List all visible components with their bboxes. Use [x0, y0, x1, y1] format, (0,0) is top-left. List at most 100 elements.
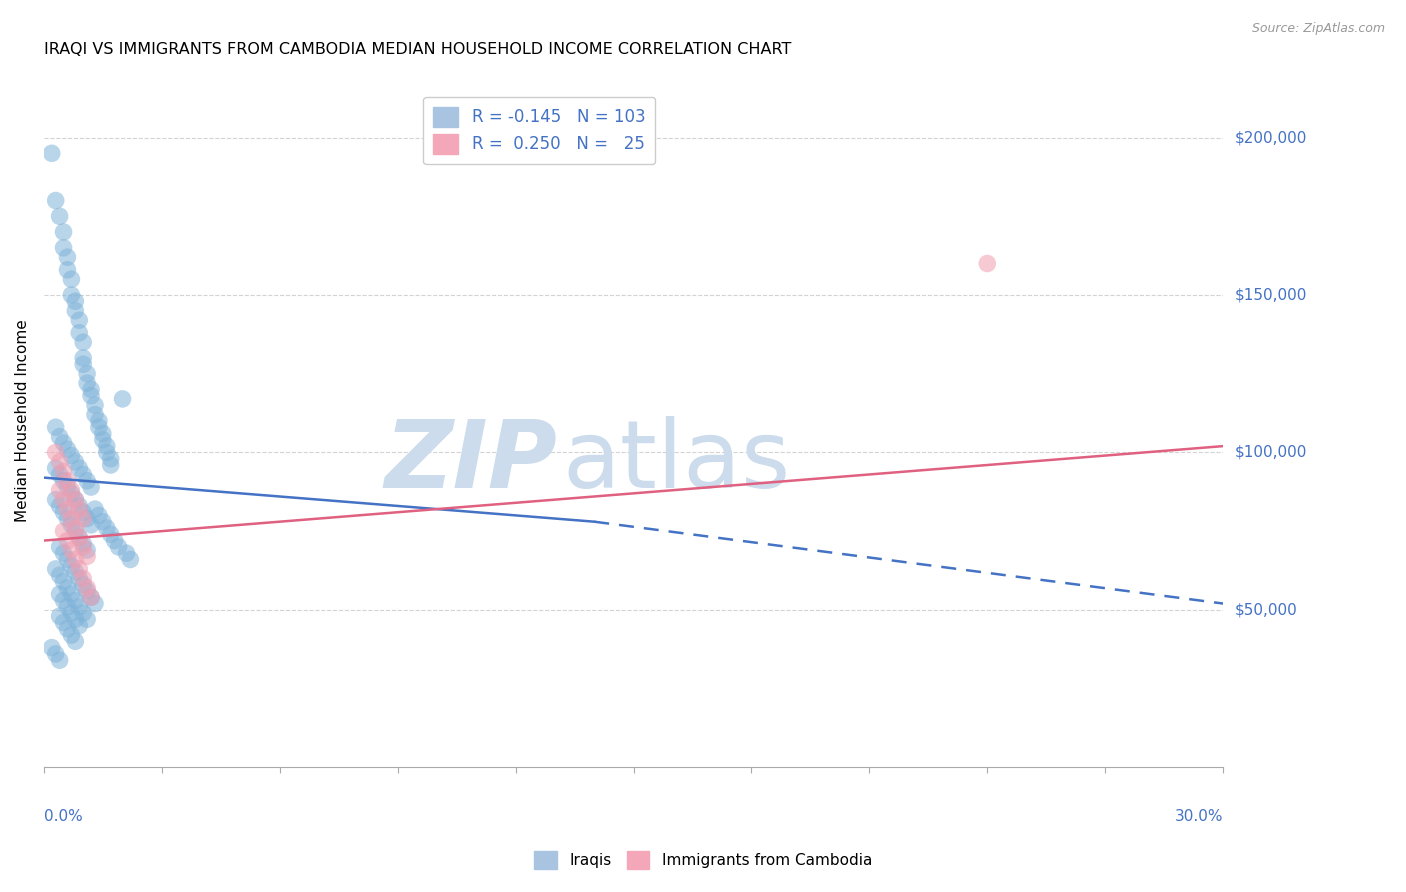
- Text: $150,000: $150,000: [1234, 287, 1306, 302]
- Point: [100, 451, 122, 466]
- Point: [65, 552, 87, 566]
- Point: [45, 461, 67, 475]
- Point: [52, 225, 75, 239]
- Point: [48, 209, 70, 223]
- Point: [84, 408, 107, 422]
- Point: [65, 521, 87, 535]
- Point: [52, 524, 75, 538]
- Point: [56, 552, 79, 566]
- Point: [80, 389, 103, 403]
- Point: [56, 480, 79, 494]
- Text: $200,000: $200,000: [1234, 130, 1306, 145]
- Point: [96, 445, 118, 459]
- Point: [48, 609, 70, 624]
- Point: [52, 436, 75, 450]
- Text: 30.0%: 30.0%: [1174, 809, 1223, 824]
- Point: [60, 587, 83, 601]
- Point: [91, 426, 114, 441]
- Point: [45, 420, 67, 434]
- Point: [41, 146, 63, 161]
- Text: atlas: atlas: [562, 417, 792, 508]
- Point: [96, 439, 118, 453]
- Point: [65, 303, 87, 318]
- Legend: R = -0.145   N = 103, R =  0.250   N =   25: R = -0.145 N = 103, R = 0.250 N = 25: [423, 96, 655, 164]
- Point: [84, 597, 107, 611]
- Point: [45, 194, 67, 208]
- Point: [67, 562, 90, 576]
- Point: [72, 577, 94, 591]
- Point: [48, 455, 70, 469]
- Text: $50,000: $50,000: [1234, 602, 1296, 617]
- Point: [56, 599, 79, 614]
- Point: [65, 492, 87, 507]
- Point: [72, 467, 94, 482]
- Point: [60, 288, 83, 302]
- Point: [72, 357, 94, 371]
- Point: [48, 587, 70, 601]
- Point: [48, 540, 70, 554]
- Point: [67, 618, 90, 632]
- Point: [52, 505, 75, 519]
- Point: [65, 612, 87, 626]
- Point: [65, 565, 87, 579]
- Point: [87, 414, 110, 428]
- Point: [72, 606, 94, 620]
- Point: [60, 449, 83, 463]
- Text: IRAQI VS IMMIGRANTS FROM CAMBODIA MEDIAN HOUSEHOLD INCOME CORRELATION CHART: IRAQI VS IMMIGRANTS FROM CAMBODIA MEDIAN…: [44, 42, 792, 57]
- Point: [76, 549, 98, 564]
- Point: [60, 272, 83, 286]
- Point: [56, 533, 79, 548]
- Point: [60, 486, 83, 500]
- Point: [100, 527, 122, 541]
- Point: [56, 502, 79, 516]
- Point: [76, 612, 98, 626]
- Point: [107, 540, 129, 554]
- Point: [120, 552, 142, 566]
- Point: [52, 474, 75, 488]
- Point: [52, 574, 75, 589]
- Point: [72, 571, 94, 585]
- Point: [72, 537, 94, 551]
- Point: [56, 474, 79, 488]
- Point: [76, 581, 98, 595]
- Point: [72, 511, 94, 525]
- Point: [52, 593, 75, 607]
- Point: [60, 517, 83, 532]
- Point: [91, 515, 114, 529]
- Point: [67, 599, 90, 614]
- Point: [87, 508, 110, 523]
- Point: [65, 524, 87, 538]
- Point: [104, 533, 127, 548]
- Point: [80, 480, 103, 494]
- Point: [45, 445, 67, 459]
- Point: [65, 634, 87, 648]
- Point: [96, 521, 118, 535]
- Legend: Iraqis, Immigrants from Cambodia: Iraqis, Immigrants from Cambodia: [527, 845, 879, 875]
- Point: [56, 442, 79, 457]
- Text: 0.0%: 0.0%: [44, 809, 83, 824]
- Point: [976, 256, 998, 270]
- Point: [80, 383, 103, 397]
- Point: [65, 492, 87, 507]
- Point: [76, 584, 98, 599]
- Text: ZIP: ZIP: [384, 417, 557, 508]
- Point: [80, 591, 103, 605]
- Point: [48, 467, 70, 482]
- Point: [100, 458, 122, 472]
- Point: [87, 420, 110, 434]
- Point: [67, 571, 90, 585]
- Point: [60, 543, 83, 558]
- Point: [80, 591, 103, 605]
- Point: [60, 558, 83, 573]
- Point: [76, 367, 98, 381]
- Point: [72, 505, 94, 519]
- Point: [76, 376, 98, 391]
- Point: [65, 294, 87, 309]
- Point: [48, 430, 70, 444]
- Point: [48, 483, 70, 498]
- Point: [76, 474, 98, 488]
- Point: [76, 511, 98, 525]
- Point: [67, 502, 90, 516]
- Point: [60, 511, 83, 525]
- Point: [67, 461, 90, 475]
